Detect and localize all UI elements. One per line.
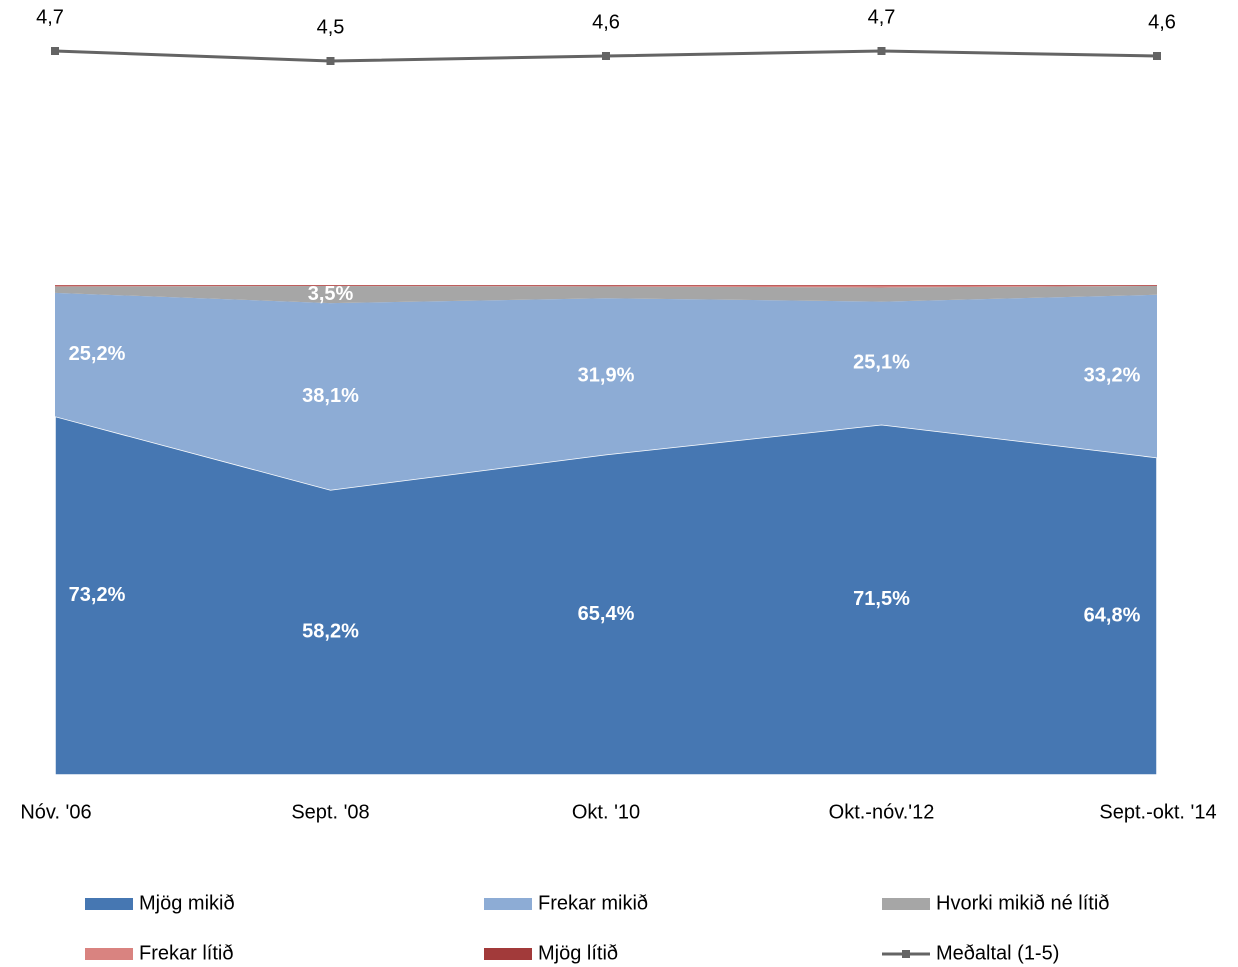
legend-label: Mjög mikið [139,892,235,914]
data-label: 65,4% [578,603,635,625]
line-marker [602,52,610,60]
data-label: 4,7 [868,6,896,28]
x-tick-label: Okt. '10 [572,801,640,823]
data-label: 4,7 [36,6,64,28]
data-label: 4,6 [592,11,620,33]
data-label: 4,6 [1148,11,1176,33]
area [54,415,1158,776]
legend-label: Frekar lítið [139,942,233,964]
data-label: 25,2% [69,343,126,365]
line-marker [326,57,335,65]
data-label: 71,5% [853,588,910,610]
legend-swatch [484,898,532,910]
line-marker [51,47,59,55]
legend-swatch [484,948,532,960]
data-label: 64,8% [1084,605,1141,627]
x-tick-label: Sept.-okt. '14 [1099,801,1216,823]
legend-label: Hvorki mikið né lítið [936,892,1109,914]
area [55,285,1157,304]
data-label: 73,2% [69,584,126,606]
x-tick-label: Nóv. '06 [20,801,91,823]
data-label: 38,1% [302,385,359,407]
area [55,285,1157,288]
legend-marker [902,950,910,958]
data-label: 31,9% [578,365,635,387]
legend-label: Frekar mikið [538,892,648,914]
legend-swatch [882,898,930,910]
data-label: 25,1% [853,351,910,373]
x-tick-label: Sept. '08 [291,801,369,823]
data-label: 3,5% [308,283,354,305]
x-tick-label: Okt.-nóv.'12 [829,801,935,823]
area [55,292,1157,490]
line-marker [1153,52,1161,60]
line-marker [877,47,886,55]
data-label: 33,2% [1084,364,1141,386]
legend-swatch [85,898,133,910]
legend-label: Meðaltal (1-5) [936,942,1059,964]
data-label: 4,5 [317,16,345,38]
data-label: 58,2% [302,621,359,643]
legend-label: Mjög lítið [538,942,618,964]
legend-swatch [85,948,133,960]
